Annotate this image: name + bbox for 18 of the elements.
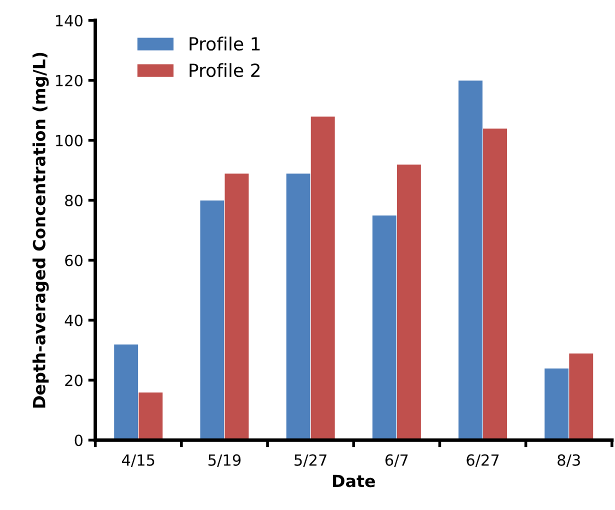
y-tick-label: 40 — [64, 314, 83, 326]
x-tick-label: 4/15 — [122, 454, 154, 468]
x-tick-label: 6/7 — [385, 454, 408, 468]
y-tick-label: 100 — [56, 134, 83, 146]
y-tick-label: 80 — [65, 194, 83, 206]
y-tick-label: 120 — [56, 74, 83, 86]
legend-label: Profile 2 — [190, 63, 260, 78]
y-axis-title: Depth-averaged Concentration (mg/L) — [32, 52, 49, 408]
y-tick-label: 20 — [65, 374, 83, 386]
y-tick-label: 60 — [65, 254, 83, 266]
legend-label: Profile 1 — [190, 36, 260, 51]
y-tick-label: 0 — [74, 434, 83, 446]
x-tick-label: 6/27 — [466, 454, 499, 468]
x-axis-title: Date — [332, 474, 375, 488]
x-tick-label: 8/3 — [558, 454, 580, 468]
x-tick-label: 5/27 — [294, 454, 326, 468]
x-tick-label: 5/19 — [208, 454, 241, 468]
y-tick-label: 140 — [56, 14, 83, 26]
